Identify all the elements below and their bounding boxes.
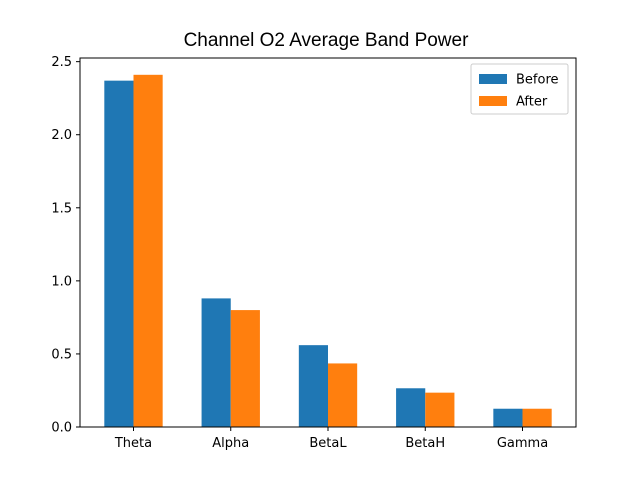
bar-after-betah — [425, 392, 455, 427]
bar-before-gamma — [493, 408, 523, 427]
y-tick-label: 1.5 — [51, 201, 72, 216]
y-tick-label: 1.0 — [51, 274, 72, 289]
bars-layer — [104, 74, 552, 427]
x-tick-label: Theta — [114, 436, 152, 451]
axes-layer: 0.0 0.5 1.0 1.5 2.0 2.5 Theta Alpha BetaL BetaH Ga… — [51, 55, 577, 451]
y-tick-label: 2.0 — [51, 128, 72, 143]
legend: Before After — [470, 63, 569, 115]
bar-before-betah — [396, 388, 426, 427]
x-tick-label: Alpha — [212, 436, 249, 451]
y-tick-label: 0.5 — [51, 347, 72, 362]
bar-after-theta — [133, 74, 163, 427]
chart-title: Channel O2 Average Band Power — [184, 30, 470, 51]
x-tick-label: BetaH — [405, 436, 445, 451]
bar-after-betal — [328, 363, 358, 427]
legend-swatch-after — [479, 96, 507, 106]
bar-before-alpha — [201, 298, 231, 427]
x-tick-label: Gamma — [497, 436, 548, 451]
bar-after-gamma — [522, 408, 552, 427]
x-tick-label: BetaL — [309, 436, 347, 451]
bar-before-theta — [104, 80, 134, 427]
bar-after-alpha — [230, 310, 260, 427]
legend-label-before: Before — [516, 73, 559, 88]
legend-label-after: After — [516, 95, 548, 110]
y-tick-label: 2.5 — [51, 55, 72, 70]
bar-before-betal — [298, 345, 328, 427]
legend-swatch-before — [479, 74, 507, 84]
y-tick-label: 0.0 — [51, 421, 72, 436]
